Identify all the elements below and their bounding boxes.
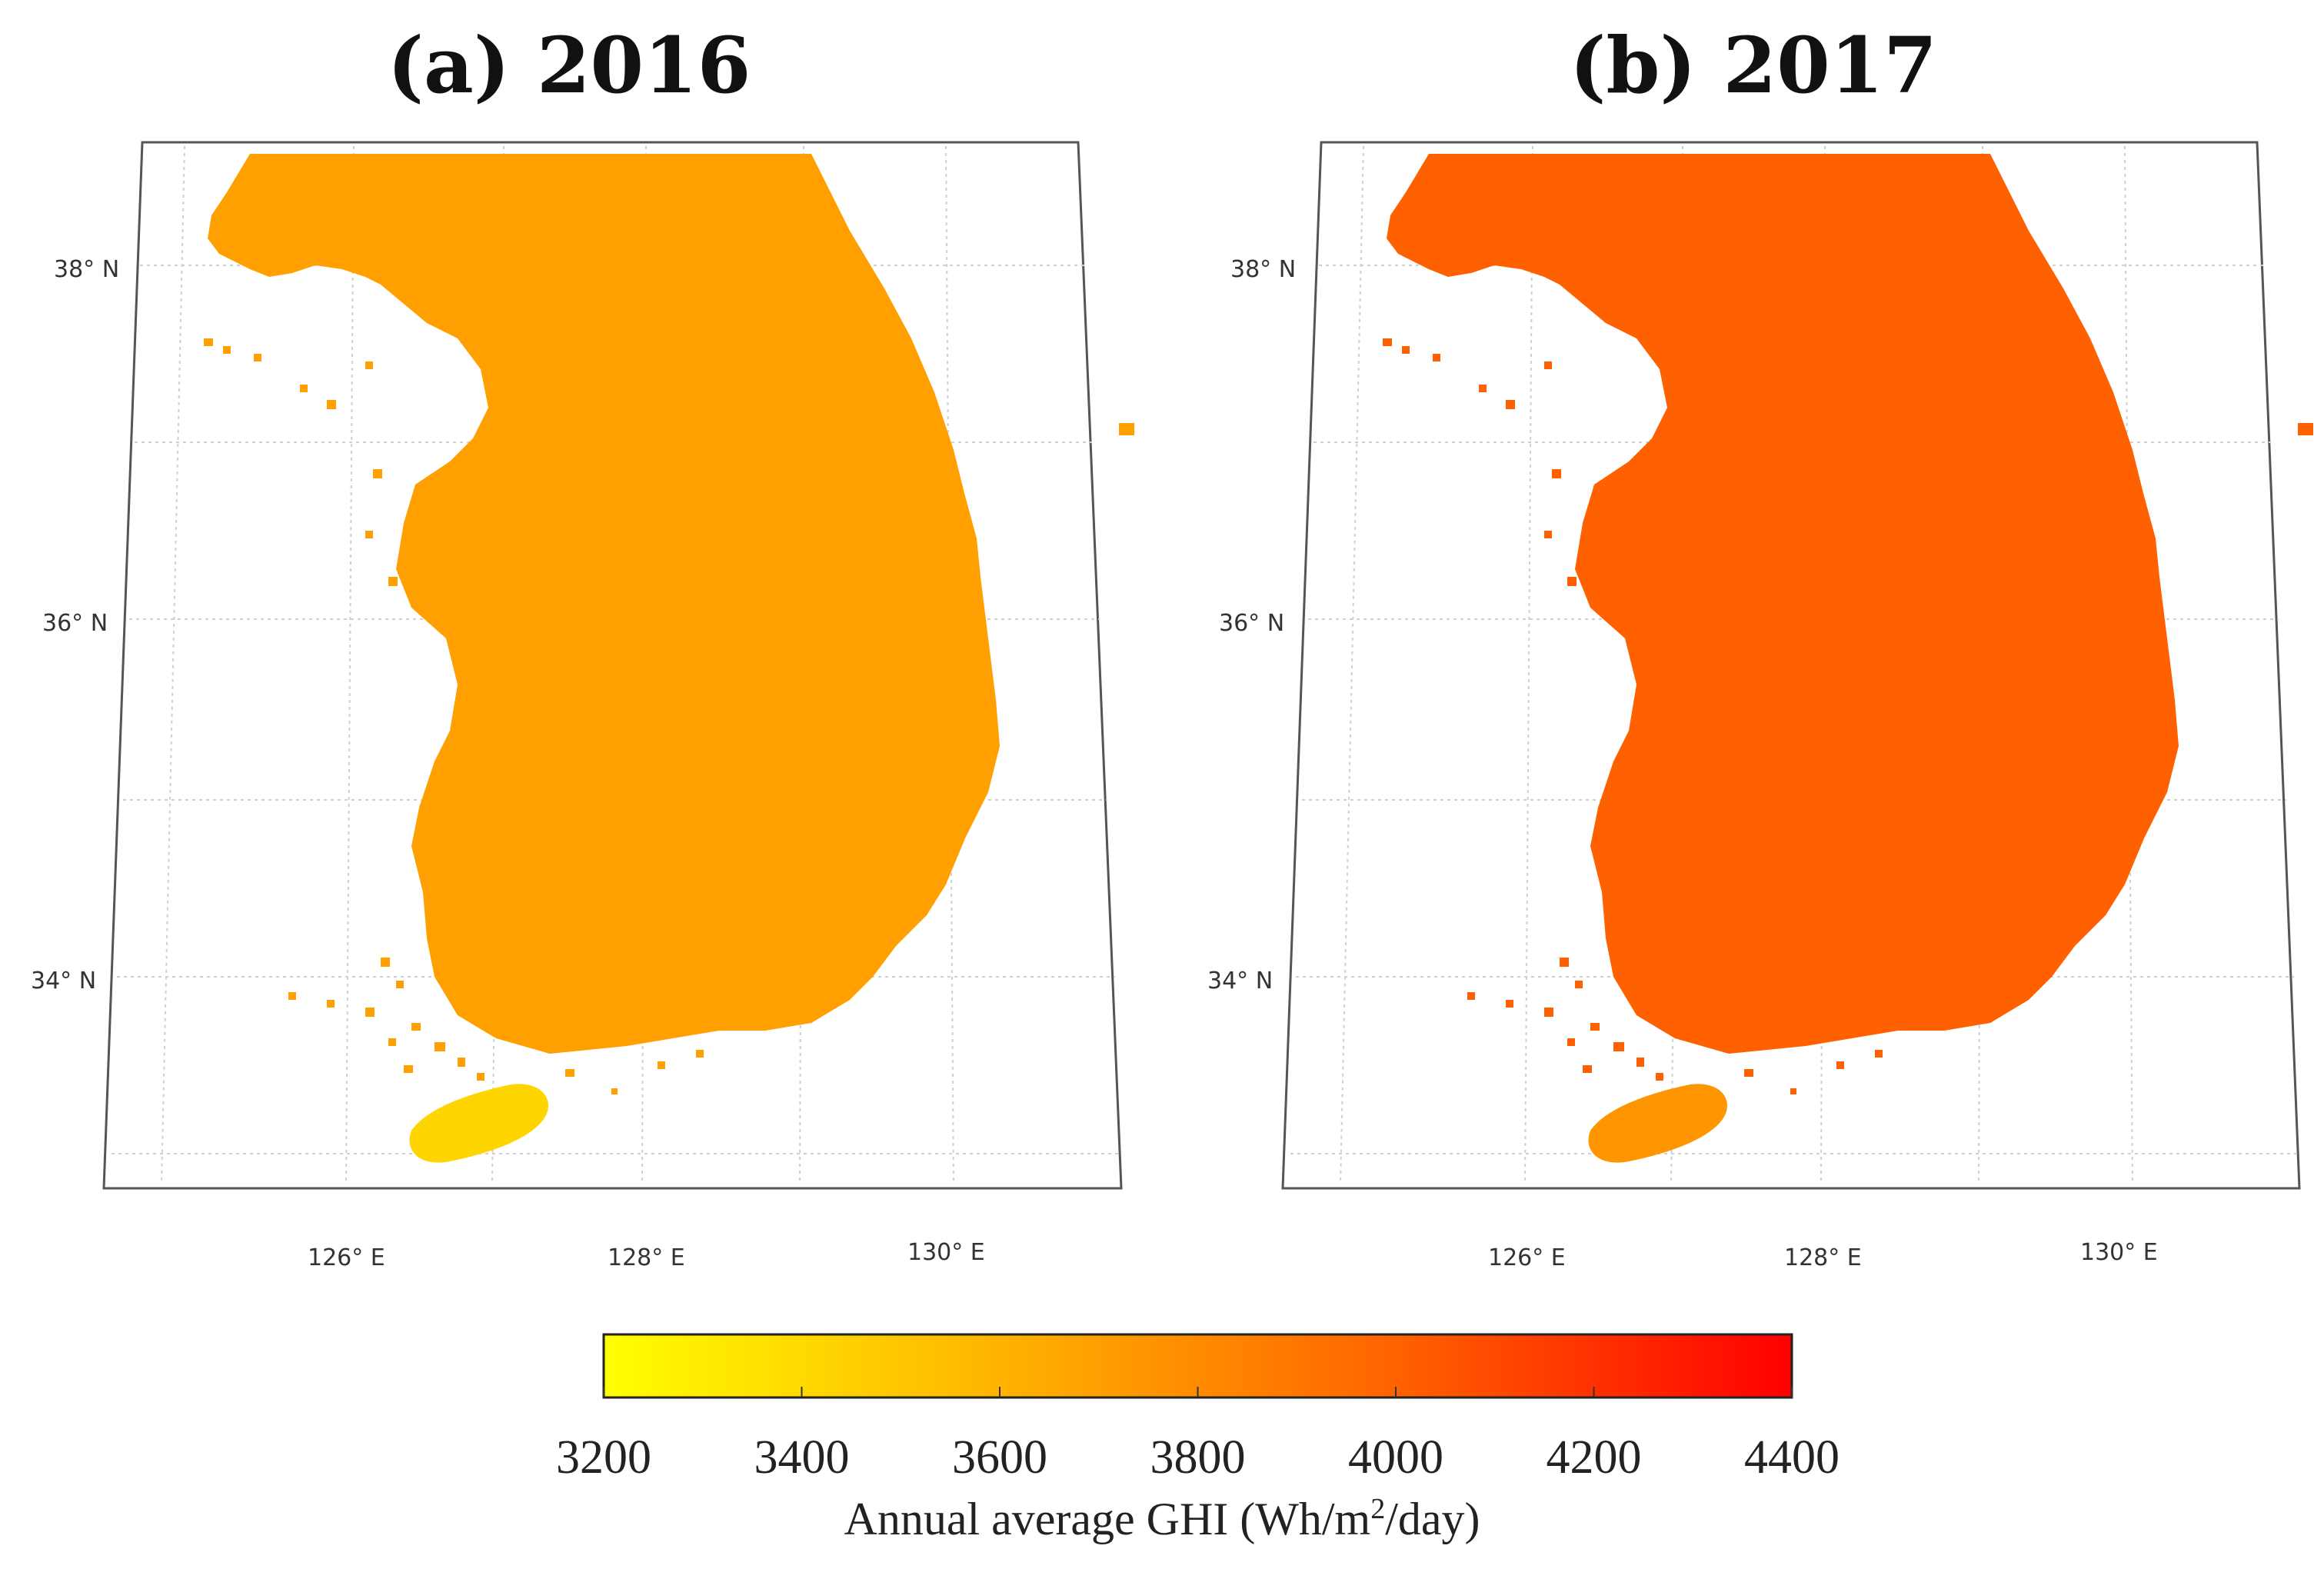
colorbar-label-4400: 4400 <box>1744 1431 1840 1484</box>
colorbar-label-4000: 4000 <box>1348 1431 1443 1484</box>
panel-a-lon-130: 130° E <box>907 1239 985 1266</box>
panel-b-lon-128: 128° E <box>1784 1244 1862 1271</box>
colorbar-label-3400: 3400 <box>754 1431 850 1484</box>
panel-b-lon-130: 130° E <box>2080 1239 2158 1266</box>
panel-a-title: (a) 2016 <box>387 20 751 111</box>
panel-a-lat-38: 38° N <box>54 256 119 283</box>
panel-a-lat-36: 36° N <box>42 610 108 637</box>
colorbar-label-4200: 4200 <box>1547 1431 1642 1484</box>
colorbar-ticks <box>603 1387 1793 1397</box>
colorbar-labels: 3200 3400 3600 3800 4000 4200 4400 <box>556 1431 1840 1484</box>
panel-b-lat-36: 36° N <box>1219 610 1284 637</box>
colorbar-label-3800: 3800 <box>1150 1431 1246 1484</box>
colorbar-label-3200: 3200 <box>556 1431 651 1484</box>
colorbar-title: Annual average GHI (Wh/m2/day) <box>0 1492 2324 1546</box>
colorbar: 3200 3400 3600 3800 4000 4200 4400 <box>556 1333 1840 1484</box>
panel-b-title: (b) 2017 <box>1570 20 1937 111</box>
panel-b-map: 38° N 36° N 34° N 126° E 128° E 130° E <box>1207 141 2313 1271</box>
panel-a-lon-128: 128° E <box>608 1244 685 1271</box>
panel-a-map: 38° N 36° N 34° N 126° E 128° E 130° E <box>31 141 1134 1271</box>
colorbar-label-3600: 3600 <box>952 1431 1047 1484</box>
colorbar-title-suffix: /day) <box>1385 1494 1480 1544</box>
colorbar-title-sup: 2 <box>1370 1493 1386 1525</box>
panel-a-lon-126: 126° E <box>308 1244 385 1271</box>
colorbar-title-prefix: Annual average GHI (Wh/m <box>844 1494 1371 1544</box>
panel-b-lon-126: 126° E <box>1488 1244 1566 1271</box>
panel-a-lat-34: 34° N <box>31 968 96 994</box>
panel-b-lat-34: 34° N <box>1207 968 1273 994</box>
panel-b-lat-38: 38° N <box>1230 256 1296 283</box>
